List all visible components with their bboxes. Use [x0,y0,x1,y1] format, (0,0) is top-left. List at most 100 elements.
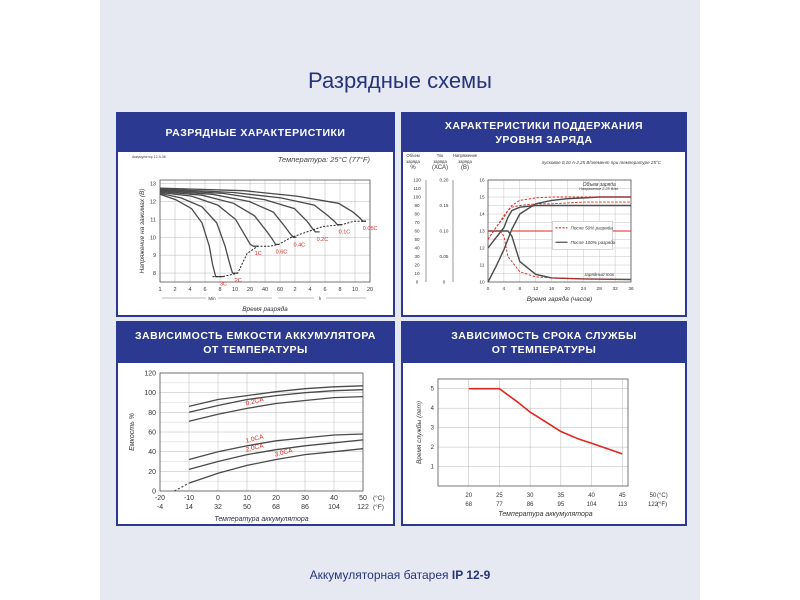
y-tick-label: 3 [431,426,435,432]
x-tick-label: 8 [518,286,521,292]
panel-discharge: РАЗРЯДНЫЕ ХАРАКТЕРИСТИКИ Аккумулятор 12-… [116,112,395,317]
column-unit: (ХСА) [432,165,448,171]
y-tick-label: 1 [431,465,435,471]
y-tick-label: 20 [148,469,156,476]
rate-label-0.4C: 0.4C [294,242,306,248]
y-tick-label: 80 [148,410,156,417]
voltage-note-label: Напряжение 2.25 В/эл. [579,187,619,191]
discharge-curve-0.1C [159,188,342,226]
panel-service-life: ЗАВИСИМОСТЬ СРОКА СЛУЖБЫ ОТ ТЕМПЕРАТУРЫ … [401,321,687,526]
service-life-curve [468,387,623,455]
legend-label: После 100% разряда [571,240,616,245]
rate-label-0.05CA: 0.05CA [233,363,255,365]
x-tick-label-c: 35 [558,493,565,499]
pct-tick-label: 90 [414,203,420,208]
x-tick-label: 1 [158,287,161,293]
voltage-tick-label: 11 [480,263,485,269]
x-tick-label: 6 [203,287,206,293]
voltage-tick-label: 15 [479,195,485,201]
pct-tick-label: 80 [414,212,420,217]
x-tick-label-c: 10 [243,495,251,502]
pct-tick-label: 20 [414,263,420,268]
column-header: Объем [406,153,419,158]
discharge-curve-0.05C [159,187,366,222]
x-tick-label-f: 95 [558,502,565,508]
capacity-curve-dashed [174,482,190,492]
cutoff-voltage-curve [212,220,366,278]
pct-tick-label: 40 [414,246,420,251]
x-tick-label-c: 30 [301,495,309,502]
charge-retention-chart: Объемзаряда%Токзаряда(ХСА)Напряжениезаря… [406,153,662,303]
current-tick-label: 0.10 [440,229,449,234]
service-life-panel-header: ЗАВИСИМОСТЬ СРОКА СЛУЖБЫ ОТ ТЕМПЕРАТУРЫ [403,323,685,363]
x-tick-label: 20 [565,286,571,292]
capacity-curve-0.05CA [188,385,364,408]
x-unit-c: (°C) [373,494,385,502]
chart-small-note: Аккумулятор 12-9-36 [132,155,166,159]
pct-tick-label: 50 [414,237,420,242]
rate-label-0.1C: 0.1C [339,230,351,236]
x-tick-label: 4 [308,287,311,293]
page-title: Разрядные схемы [308,68,492,93]
column-header: заряда [458,159,472,164]
y-tick-label: 0 [152,489,156,496]
x-axis-label: Время заряда (часов) [527,295,592,303]
x-tick-label-f: 14 [185,504,193,511]
rate-label-2.0CA: 2.0CA [245,442,265,453]
pct-tick-label: 60 [414,229,420,234]
plot-frame [437,378,629,487]
x-tick-label-c: 45 [619,493,626,499]
voltage-tick-label: 12 [479,246,485,252]
voltage-tick-label: 10 [479,280,485,286]
rate-label-0.05C: 0.05C [363,226,378,232]
current-tick-label: 0 [443,280,446,285]
column-header: Ток [437,153,444,158]
y-tick-label: 120 [144,371,156,378]
x-tick-label: 4 [503,286,506,292]
x-tick-label-c: 50 [359,495,367,502]
discharge-chart: Аккумулятор 12-9-36 Температура: 25°C (77… [132,155,378,313]
charge-curve [488,230,632,280]
panel-charge-retention: ХАРАКТЕРИСТИКИ ПОДДЕРЖАНИЯ УРОВНЯ ЗАРЯДА… [401,112,687,317]
unit-hours: h [319,296,322,301]
pct-tick-label: 110 [413,186,421,191]
x-tick-label: 0 [487,286,490,292]
x-tick-label-f: 113 [617,502,627,508]
x-tick-label-c: 40 [588,493,595,499]
x-tick-label-c: 20 [272,495,280,502]
x-tick-label: 2 [173,287,176,293]
column-unit: % [410,165,416,171]
discharge-curve-0.2C [159,189,320,233]
rate-label-0.1CA: 0.1CA [233,363,252,365]
y-axis-label: Напряжение на зажимах (В) [139,189,146,274]
x-tick-label-f: -4 [157,504,163,511]
x-tick-label: 20 [247,287,253,293]
x-tick-label: 6 [323,287,326,293]
rate-label-3C: 3C [220,282,227,288]
x-tick-label: 8 [338,287,341,293]
footer-model: IP 12-9 [451,568,491,582]
y-tick-label: 40 [148,449,156,456]
current-tick-label: 0.15 [440,203,449,208]
x-tick-label: 28 [597,286,603,292]
y-tick-label: 13 [150,182,156,188]
y-tick-label: 12 [150,199,156,205]
x-tick-label: 12 [533,286,539,292]
y-tick-label: 10 [150,235,156,241]
y-axis-label: Емкость % [129,413,136,451]
rate-label-1.0CA: 1.0CA [245,433,265,444]
y-tick-label: 60 [148,430,156,437]
x-tick-label: 10 [352,287,358,293]
x-tick-label-f: 104 [328,504,340,511]
legend-box [552,221,613,250]
x-tick-label-f: 77 [496,502,503,508]
y-tick-label: 8 [153,271,156,277]
y-tick-label: 100 [144,390,156,397]
x-tick-label: 2 [293,287,296,293]
pct-tick-label: 0 [416,280,419,285]
x-tick-label-f: 68 [465,502,472,508]
discharge-curve-0.4C [159,190,297,238]
capacity-curve-2.0CA [188,439,364,471]
panel-capacity-temp: ЗАВИСИМОСТЬ ЕМКОСТИ АККУМУЛЯТОРА ОТ ТЕМП… [116,321,395,526]
capacity-temp-chart: 120100806040200-20-4-1014032105020683086… [129,363,385,523]
